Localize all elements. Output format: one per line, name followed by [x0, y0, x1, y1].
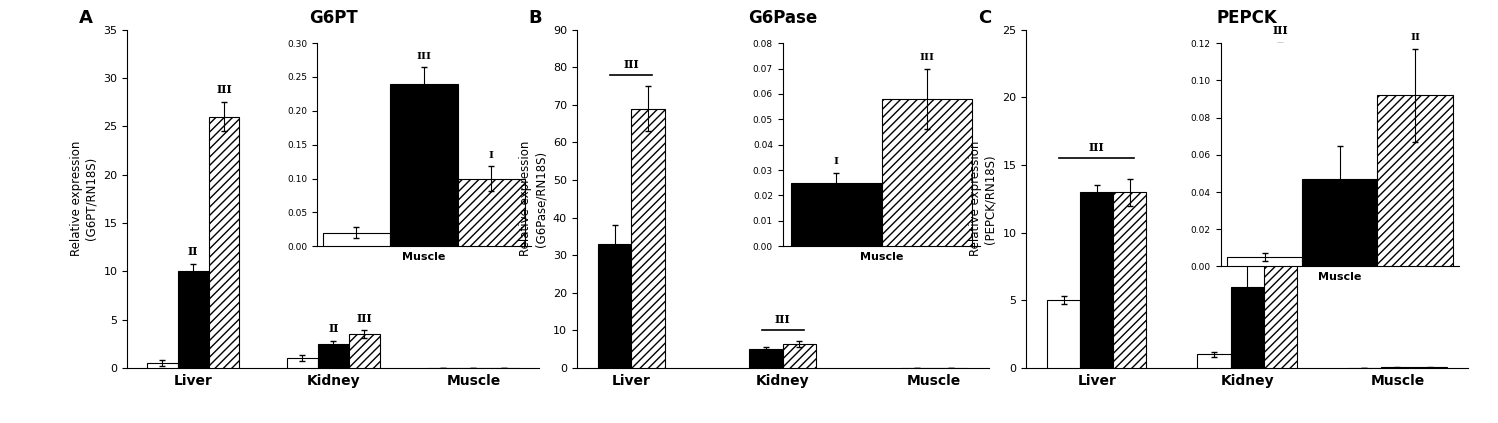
Text: III: III — [1272, 25, 1288, 36]
Text: B: B — [529, 9, 542, 27]
Bar — [288, 358, 318, 368]
Bar — [1264, 91, 1297, 368]
Bar — [318, 344, 349, 368]
Bar — [1230, 287, 1264, 368]
Text: III: III — [774, 314, 791, 325]
Title: G6PT: G6PT — [309, 8, 358, 27]
Text: C: C — [978, 9, 992, 27]
Y-axis label: Relative expression
(PEPCK/RN18S): Relative expression (PEPCK/RN18S) — [969, 141, 996, 256]
Bar — [147, 363, 178, 368]
Title: PEPCK: PEPCK — [1216, 8, 1278, 27]
Text: II: II — [328, 323, 339, 334]
Text: III: III — [216, 84, 232, 95]
Bar — [1080, 192, 1113, 368]
Y-axis label: Relative expression
(G6PT/RN18S): Relative expression (G6PT/RN18S) — [70, 141, 97, 256]
Bar — [178, 271, 208, 368]
Text: II: II — [187, 246, 198, 257]
Text: A: A — [79, 9, 93, 27]
Text: III: III — [357, 313, 372, 324]
Bar — [749, 349, 782, 368]
Bar — [1047, 300, 1080, 368]
Bar — [208, 117, 240, 368]
Bar — [1414, 367, 1447, 368]
Title: G6Pase: G6Pase — [748, 8, 818, 27]
Text: III: III — [623, 59, 640, 70]
Y-axis label: Relative expression
(G6Pase/RN18S): Relative expression (G6Pase/RN18S) — [520, 141, 547, 256]
Text: III: III — [1089, 142, 1104, 153]
Bar — [782, 343, 816, 368]
Bar — [598, 244, 631, 368]
Bar — [1113, 192, 1146, 368]
Bar — [349, 334, 379, 368]
Bar — [631, 109, 665, 368]
Bar — [1381, 367, 1414, 368]
Bar — [1197, 354, 1230, 368]
